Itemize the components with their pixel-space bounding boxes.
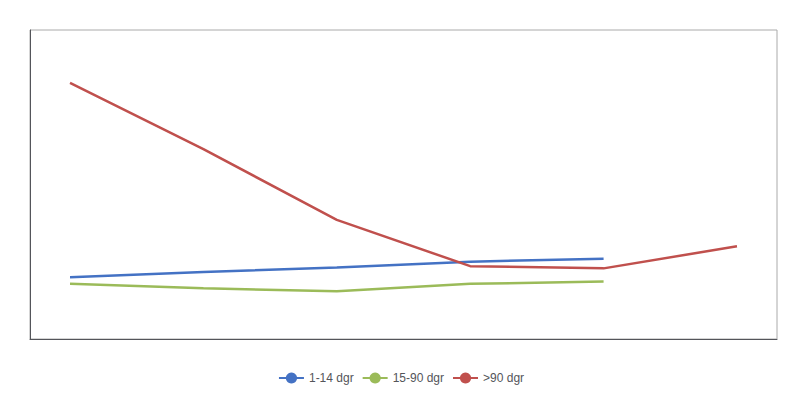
svg-text:>90 dgr: >90 dgr xyxy=(483,371,524,385)
svg-text:15-90 dgr: 15-90 dgr xyxy=(393,371,444,385)
svg-text:1-14 dgr: 1-14 dgr xyxy=(309,371,354,385)
